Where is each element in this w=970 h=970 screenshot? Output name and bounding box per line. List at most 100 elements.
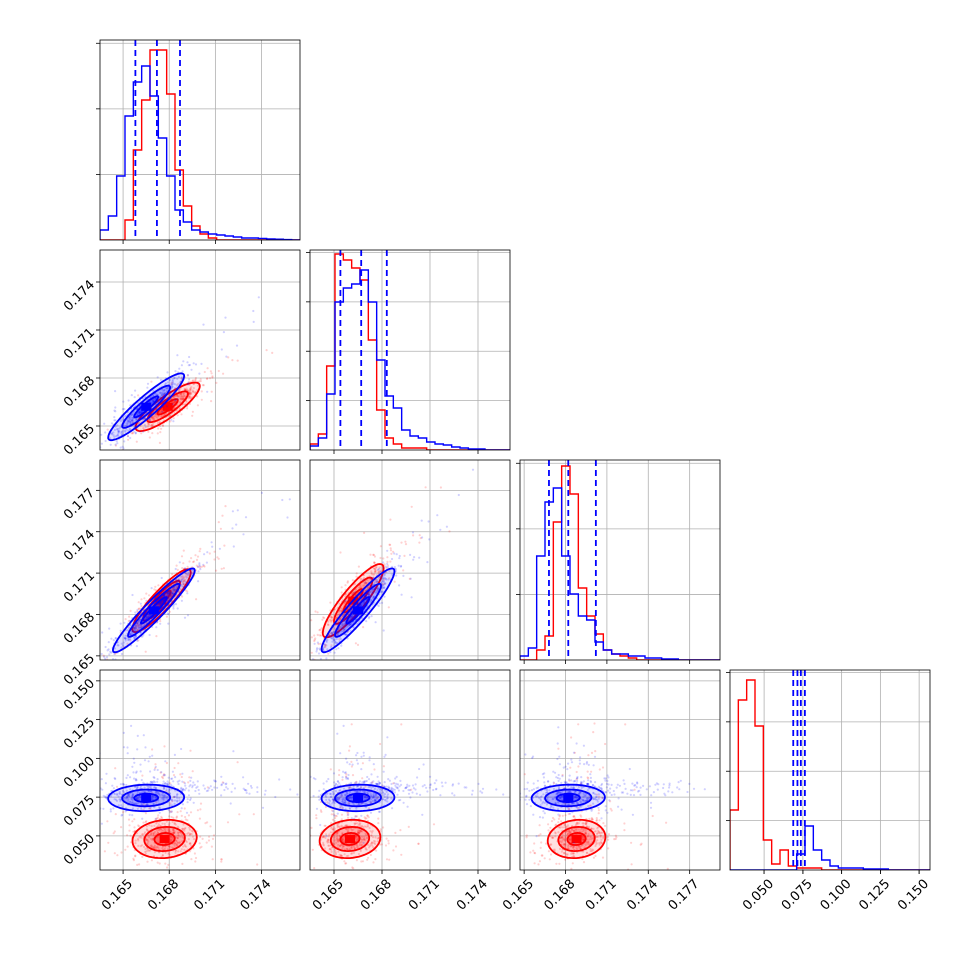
peak-series_b-1 xyxy=(156,596,167,605)
contour-series_a-4-2 xyxy=(345,792,371,803)
histogram-panel-1 xyxy=(310,250,510,450)
contour-series_b-2-0 xyxy=(321,563,385,639)
y-tick-label-3-2: 0.100 xyxy=(61,754,98,791)
peak-series_b-0 xyxy=(162,402,173,411)
correlation-frame-4 xyxy=(309,669,511,871)
histogram-series-a-1 xyxy=(310,269,510,450)
y-tick-label-1-0: 0.165 xyxy=(61,421,98,458)
scatter-series_b-5 xyxy=(520,722,669,870)
y-tick-label-3-0: 0.050 xyxy=(61,831,98,868)
x-tick-label-3-1: 0.075 xyxy=(779,877,816,914)
y-tick-label-3-1: 0.075 xyxy=(61,793,98,830)
scatter-series_a-3 xyxy=(100,724,299,825)
correlation-frame-1 xyxy=(99,459,301,661)
histogram-series-a-3 xyxy=(730,825,930,870)
contour-series_b-4-2 xyxy=(339,831,361,846)
x-tick-label-2-1: 0.168 xyxy=(542,877,579,914)
correlation-frame-0 xyxy=(99,249,301,451)
x-tick-label-1-2: 0.171 xyxy=(406,877,443,914)
y-tick-label-3-3: 0.125 xyxy=(61,715,98,752)
correlation-panel-2-3 xyxy=(520,670,720,870)
x-tick-label-0-2: 0.171 xyxy=(191,877,228,914)
y-tick-label-2-1: 0.168 xyxy=(61,610,98,647)
histogram-series-b-3 xyxy=(730,679,930,870)
contour-series_a-0-2 xyxy=(133,395,159,419)
y-tick-label-1-2: 0.171 xyxy=(61,325,98,362)
contour-series_b-1-0 xyxy=(131,568,192,634)
contour-series_b-4-1 xyxy=(329,825,371,853)
contour-series_b-5-1 xyxy=(557,825,596,853)
correlation-frame-2 xyxy=(309,459,511,661)
contour-series_a-5-1 xyxy=(544,788,593,808)
histogram-frame-2 xyxy=(519,459,721,661)
scatter-series_a-1 xyxy=(100,491,291,660)
correlation-frame-5 xyxy=(519,669,721,871)
contour-series_b-5-0 xyxy=(546,818,607,859)
x-tick-label-2-3: 0.174 xyxy=(624,877,661,914)
x-tick-label-3-2: 0.100 xyxy=(818,877,855,914)
contour-series_b-0-1 xyxy=(146,390,189,424)
histogram-frame-1 xyxy=(309,249,511,451)
peak-series_a-3 xyxy=(141,793,152,802)
x-tick-label-0-3: 0.174 xyxy=(238,877,275,914)
correlation-frame-3 xyxy=(99,669,301,871)
y-tick-label-2-4: 0.177 xyxy=(61,486,98,523)
histogram-panel-3 xyxy=(730,670,930,870)
histogram-series-b-0 xyxy=(100,49,300,240)
contour-series_a-2-1 xyxy=(334,583,382,638)
contour-series_b-5-2 xyxy=(566,831,587,846)
peak-series_a-2 xyxy=(353,606,363,615)
contour-series_a-0-0 xyxy=(107,372,185,442)
contour-series_a-2-2 xyxy=(345,596,371,625)
correlation-panel-0-3 xyxy=(100,670,300,870)
contour-series_b-4-0 xyxy=(318,818,382,859)
peak-series_a-5 xyxy=(563,793,574,802)
x-tick-label-3-0: 0.050 xyxy=(740,877,777,914)
contour-series_a-4-1 xyxy=(334,788,382,808)
x-tick-label-1-3: 0.174 xyxy=(454,877,491,914)
x-tick-label-2-2: 0.171 xyxy=(583,877,620,914)
contour-series_b-0-2 xyxy=(156,398,179,416)
contour-series_a-3-0 xyxy=(107,783,185,813)
histogram-panel-2 xyxy=(520,460,720,660)
contour-series_a-1-2 xyxy=(139,596,168,625)
x-tick-label-2-4: 0.177 xyxy=(666,877,703,914)
scatter-series_b-0 xyxy=(106,349,274,450)
histogram-series-a-0 xyxy=(100,65,300,240)
peak-series_b-3 xyxy=(159,834,170,843)
contour-series_a-2-0 xyxy=(320,567,396,654)
x-tick-label-1-0: 0.165 xyxy=(310,877,347,914)
contour-series_b-3-2 xyxy=(153,831,176,846)
x-tick-label-0-0: 0.165 xyxy=(99,877,136,914)
contour-series_a-1-1 xyxy=(127,583,181,638)
contour-series_a-5-2 xyxy=(555,792,581,803)
peak-series_b-4 xyxy=(345,834,355,843)
histogram-series-a-2 xyxy=(520,487,720,660)
peak-series_a-0 xyxy=(141,402,152,411)
y-tick-label-1-3: 0.174 xyxy=(61,277,98,314)
y-tick-label-2-3: 0.174 xyxy=(61,527,98,564)
correlation-panel-0-2 xyxy=(100,460,300,660)
correlation-panel-1-3 xyxy=(310,670,510,870)
contour-series_a-5-0 xyxy=(530,783,606,813)
y-tick-label-2-2: 0.171 xyxy=(61,569,98,606)
contour-series_a-3-2 xyxy=(133,792,159,803)
histogram-panel-0 xyxy=(100,40,300,240)
y-tick-label-1-1: 0.168 xyxy=(61,373,98,410)
contour-series_a-4-0 xyxy=(320,783,396,813)
x-tick-label-1-1: 0.168 xyxy=(358,877,395,914)
x-tick-label-3-4: 0.150 xyxy=(895,877,932,914)
peak-series_a-1 xyxy=(148,606,159,615)
x-tick-label-0-1: 0.168 xyxy=(145,877,182,914)
peak-series_a-4 xyxy=(353,793,363,802)
correlation-panel-1-2 xyxy=(310,460,510,660)
contour-series_b-3-0 xyxy=(131,818,198,859)
histogram-frame-0 xyxy=(99,39,301,241)
x-tick-label-3-3: 0.125 xyxy=(856,877,893,914)
contour-series_a-3-1 xyxy=(121,788,171,808)
contour-series_a-1-0 xyxy=(111,567,196,654)
histogram-frame-3 xyxy=(729,669,931,871)
correlation-panel-0-1 xyxy=(100,250,300,450)
